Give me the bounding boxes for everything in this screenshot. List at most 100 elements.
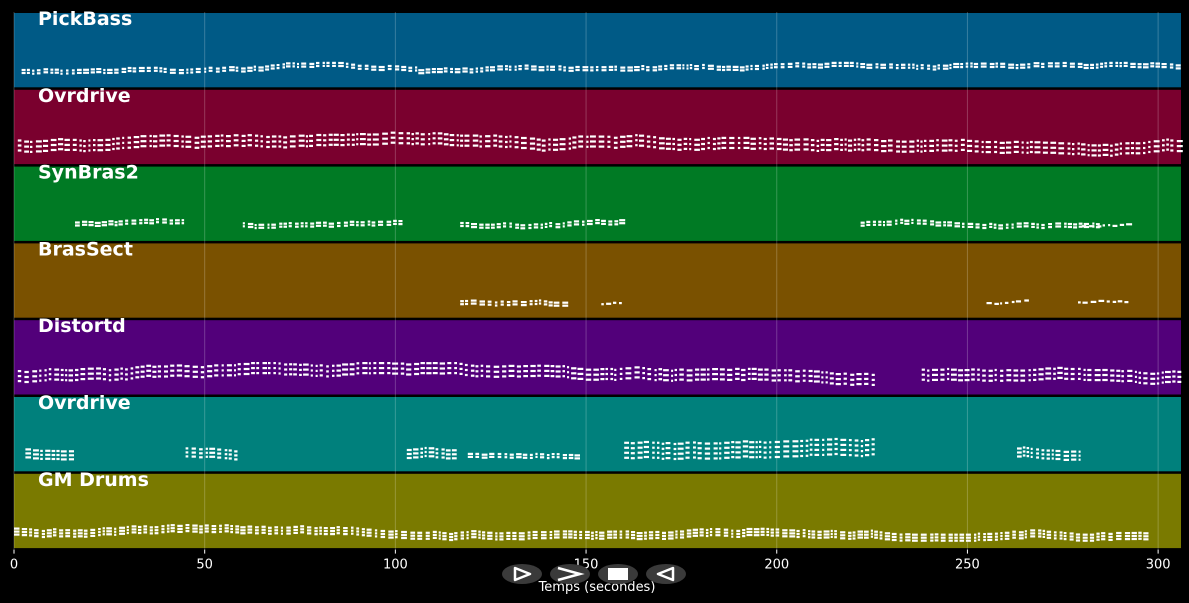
note <box>675 533 678 536</box>
note <box>392 362 399 365</box>
note <box>149 219 154 222</box>
note <box>247 139 252 142</box>
note <box>432 536 437 539</box>
note <box>247 225 254 229</box>
note <box>830 532 833 535</box>
note <box>185 447 189 450</box>
note <box>338 64 344 68</box>
note <box>351 63 356 66</box>
note <box>75 368 79 372</box>
note <box>438 534 441 537</box>
note <box>456 139 459 142</box>
note <box>982 369 986 372</box>
note <box>802 379 806 382</box>
fast-forward-button[interactable] <box>550 564 590 584</box>
note <box>843 61 849 64</box>
note <box>770 63 773 66</box>
note <box>33 457 39 460</box>
note <box>853 143 857 146</box>
note <box>924 139 927 142</box>
note <box>948 149 953 152</box>
note <box>185 140 192 143</box>
note <box>771 374 776 377</box>
note <box>1042 532 1046 535</box>
note <box>116 137 120 140</box>
play-button[interactable] <box>502 564 542 584</box>
note <box>224 527 229 530</box>
note <box>953 65 960 69</box>
note <box>865 439 870 442</box>
stop-button[interactable] <box>598 564 638 584</box>
note <box>625 367 632 370</box>
note <box>437 68 443 71</box>
note <box>157 365 161 368</box>
note <box>901 150 907 153</box>
note <box>105 148 111 151</box>
note <box>573 530 577 533</box>
note <box>750 137 756 140</box>
note <box>554 536 560 539</box>
note <box>1138 376 1141 379</box>
note <box>619 302 622 305</box>
note <box>1134 375 1137 378</box>
note <box>709 534 713 537</box>
note <box>1101 538 1106 541</box>
note <box>856 65 859 68</box>
note <box>881 150 887 153</box>
note <box>498 135 503 138</box>
note <box>932 378 938 381</box>
note <box>550 65 555 68</box>
note <box>470 374 475 377</box>
note <box>936 144 939 147</box>
note <box>431 71 436 74</box>
note <box>590 69 594 72</box>
note <box>1023 225 1029 228</box>
note <box>746 530 753 534</box>
note <box>861 144 865 147</box>
note <box>735 377 740 380</box>
rewind-button[interactable] <box>646 564 686 584</box>
note <box>1004 534 1010 537</box>
note <box>686 67 689 70</box>
note <box>1015 300 1021 303</box>
note <box>648 531 654 534</box>
note <box>265 68 270 71</box>
note <box>77 68 82 71</box>
note <box>699 534 704 537</box>
note <box>829 372 834 375</box>
note <box>493 365 500 368</box>
note <box>1083 368 1086 371</box>
note <box>657 456 660 459</box>
track-band <box>14 243 1181 318</box>
note <box>672 142 675 146</box>
note <box>173 134 179 138</box>
note <box>83 150 86 153</box>
note <box>646 69 650 72</box>
note <box>934 536 939 539</box>
note <box>1110 154 1113 157</box>
note <box>487 300 492 303</box>
note <box>958 369 963 372</box>
note <box>677 447 684 450</box>
note <box>149 144 152 148</box>
note <box>475 370 479 373</box>
note <box>673 447 677 451</box>
note <box>827 448 833 451</box>
note <box>1091 144 1097 147</box>
note <box>420 138 425 141</box>
note <box>21 528 28 531</box>
note <box>916 144 919 147</box>
note <box>912 539 918 542</box>
note <box>551 456 555 459</box>
note <box>1034 146 1041 149</box>
note <box>470 302 477 305</box>
note <box>56 453 60 457</box>
note <box>140 375 145 378</box>
note <box>823 536 830 539</box>
note <box>967 149 973 152</box>
note <box>435 456 439 459</box>
note <box>464 134 470 137</box>
note <box>1008 66 1015 69</box>
note <box>229 66 235 69</box>
note <box>587 219 593 223</box>
